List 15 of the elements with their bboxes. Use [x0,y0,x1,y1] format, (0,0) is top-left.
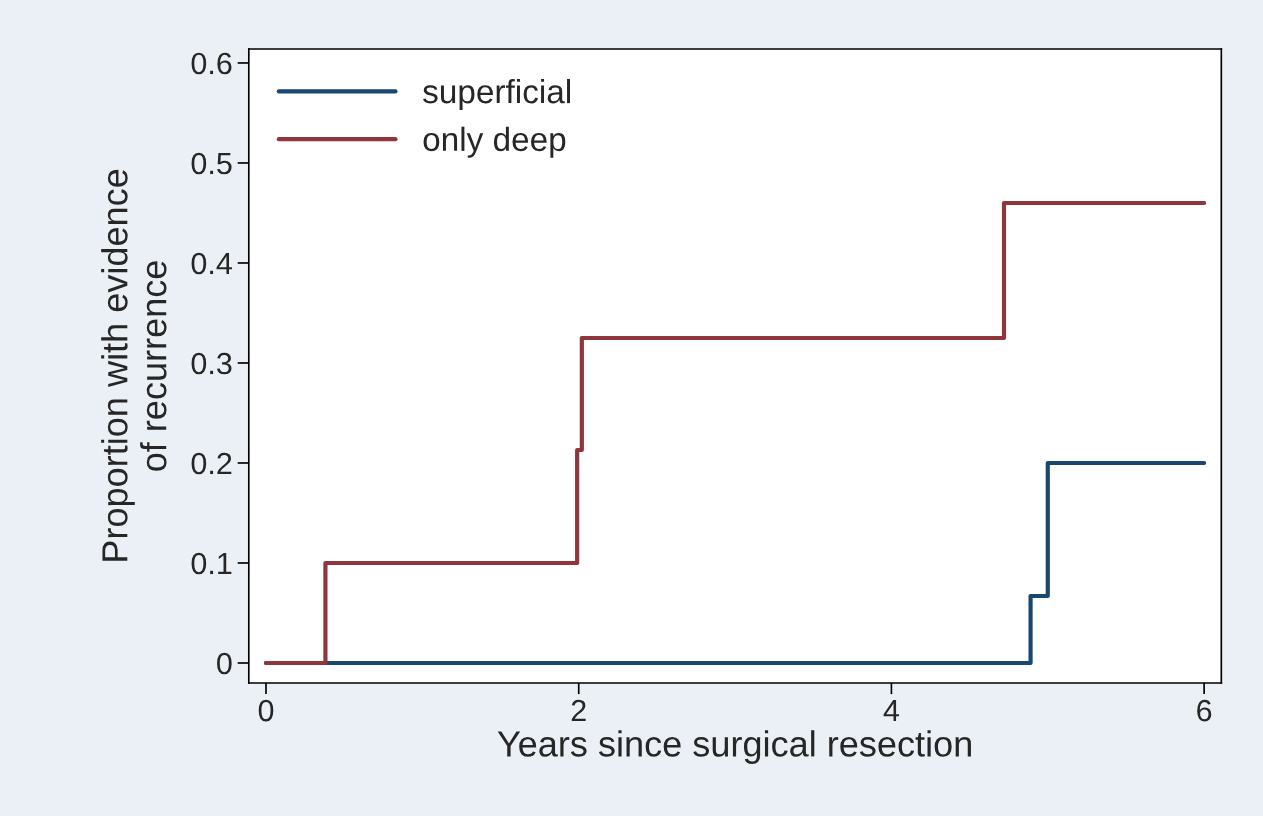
legend-label: only deep [423,126,566,158]
y-tick-label: 0.5 [191,152,232,175]
y-tick-label: 0 [217,652,232,675]
x-tick-label: 6 [1197,699,1212,722]
y-axis-title: Proportion with evidence of recurrence [101,169,167,561]
y-tick-label: 0.6 [191,52,232,75]
x-tick-label: 2 [571,699,586,722]
y-tick-label: 0.2 [191,452,232,475]
y-tick-label: 0.3 [191,352,232,375]
y-tick-label: 0.4 [191,252,232,275]
x-tick-label: 4 [883,700,900,722]
y-tick-label: 0.1 [191,552,232,575]
legend-label: superficial [423,78,570,111]
x-axis-title: Years since surgical resection [497,730,971,764]
x-tick-label: 0 [258,699,274,722]
